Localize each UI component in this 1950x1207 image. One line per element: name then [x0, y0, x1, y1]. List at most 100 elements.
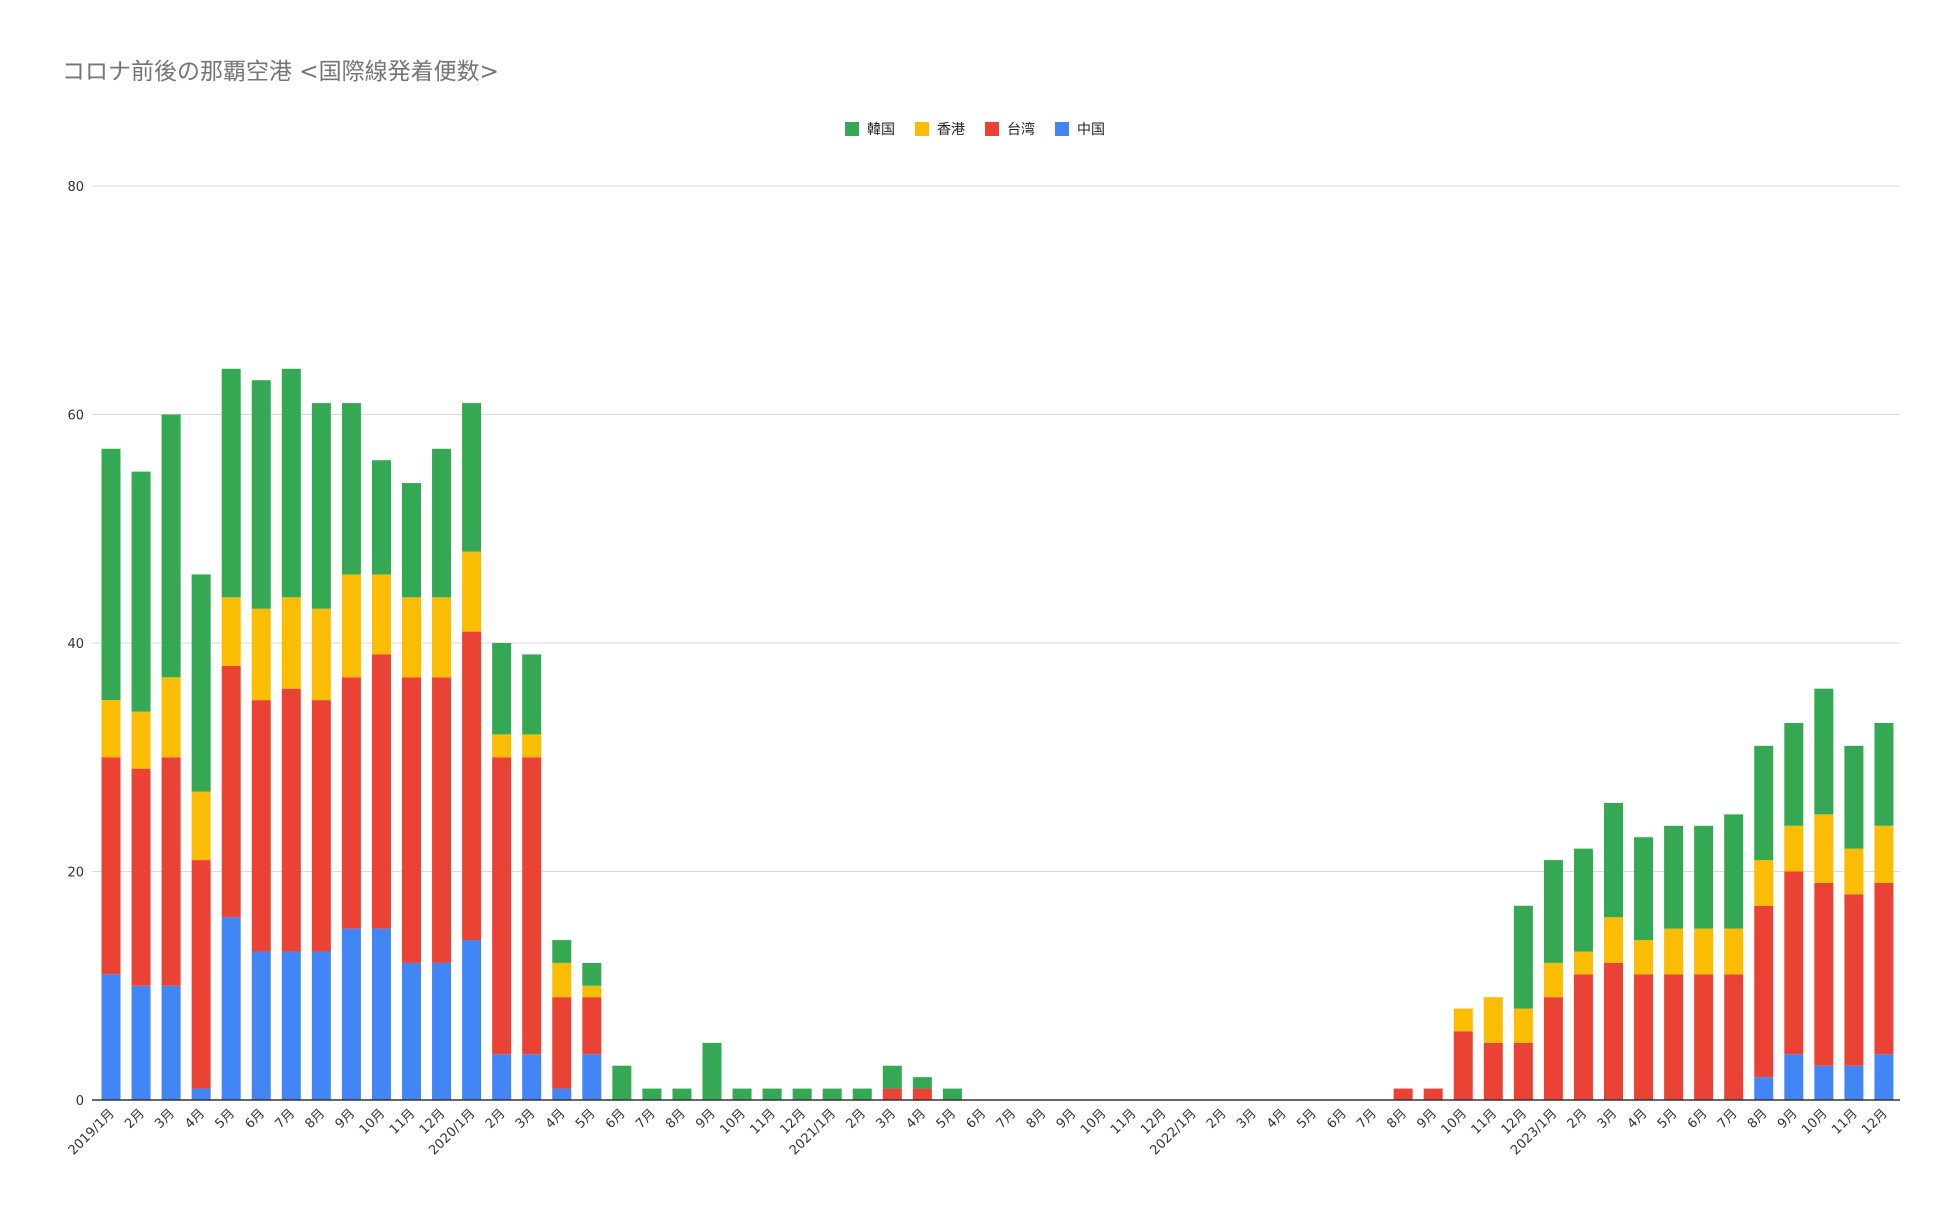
- bar-segment: [131, 985, 151, 1100]
- legend-swatch: [845, 122, 859, 136]
- x-tick-label: 2月: [1565, 1106, 1591, 1132]
- bar-segment: [251, 700, 271, 952]
- x-tick-label: 8月: [663, 1106, 689, 1132]
- bar-segment: [492, 734, 512, 758]
- bar-segment: [492, 643, 512, 735]
- bar-segment: [912, 1077, 932, 1089]
- bar-segment: [281, 951, 301, 1100]
- x-tick-label: 5月: [934, 1106, 960, 1132]
- y-tick-label: 20: [67, 866, 84, 881]
- legend-swatch: [1055, 122, 1069, 136]
- bar-segment: [432, 962, 452, 1100]
- x-tick-label: 4月: [1264, 1106, 1290, 1132]
- bar-segment: [882, 1088, 902, 1100]
- legend-label: 中国: [1077, 122, 1105, 138]
- bar-segment: [612, 1065, 632, 1100]
- legend-label: 台湾: [1007, 122, 1035, 138]
- x-tick-label: 9月: [1775, 1106, 1801, 1132]
- chart-title: コロナ前後の那覇空港 <国際線発着便数>: [62, 59, 499, 85]
- bar-segment: [1664, 928, 1684, 975]
- bar-segment: [1874, 722, 1894, 826]
- bar-segment: [1513, 1042, 1533, 1101]
- legend-swatch: [915, 122, 929, 136]
- bar-segment: [522, 1054, 542, 1100]
- bar-segment: [1814, 1065, 1834, 1100]
- legend-label: 香港: [937, 122, 965, 138]
- bar-segment: [522, 757, 542, 1055]
- bar-segment: [402, 483, 421, 598]
- x-tick-label: 10月: [1078, 1106, 1109, 1137]
- x-tick-label: 6月: [242, 1106, 268, 1132]
- bar-segment: [732, 1088, 752, 1100]
- bar-segment: [251, 608, 271, 701]
- bar-segment: [1694, 974, 1714, 1100]
- bar-segment: [1754, 860, 1774, 906]
- bar-segment: [792, 1088, 812, 1100]
- bar-segment: [311, 951, 331, 1100]
- bar-segment: [131, 711, 151, 769]
- bar-segment: [191, 574, 211, 792]
- bar-segment: [191, 791, 211, 861]
- x-tick-label: 3月: [152, 1106, 178, 1132]
- bar-segment: [1874, 882, 1894, 1055]
- x-tick-label: 6月: [964, 1106, 990, 1132]
- x-tick-label: 5月: [573, 1106, 599, 1132]
- x-tick-label: 11月: [1829, 1106, 1860, 1137]
- bar-segment: [371, 460, 391, 575]
- x-tick-label: 6月: [1324, 1106, 1350, 1132]
- bar-segment: [1604, 802, 1623, 918]
- bar-segment: [101, 700, 121, 758]
- x-tick-label: 4月: [904, 1106, 930, 1132]
- x-tick-label: 7月: [633, 1106, 659, 1132]
- bar-segment: [371, 654, 391, 929]
- bar-segment: [1604, 962, 1623, 1100]
- bar-segment: [462, 551, 482, 632]
- bar-segment: [552, 962, 572, 998]
- x-tick-label: 4月: [1625, 1106, 1651, 1132]
- bar-segment: [402, 677, 421, 963]
- bar-segment: [1814, 882, 1834, 1066]
- y-tick-label: 80: [67, 180, 84, 195]
- bar-segment: [582, 1054, 602, 1100]
- bar-segment: [191, 1088, 211, 1100]
- x-tick-label: 6月: [603, 1106, 629, 1132]
- x-tick-label: 8月: [303, 1106, 329, 1132]
- bar-segment: [161, 677, 181, 758]
- bar-segment: [191, 860, 211, 1089]
- bar-segment: [161, 414, 181, 678]
- bar-segment: [1814, 688, 1834, 815]
- bar-segment: [1393, 1088, 1413, 1100]
- y-tick-label: 40: [67, 637, 84, 652]
- bar-segment: [1784, 722, 1804, 826]
- bar-segment: [221, 917, 241, 1100]
- bar-segment: [221, 665, 241, 918]
- bar-segment: [1573, 974, 1593, 1100]
- bar-segment: [1483, 997, 1503, 1043]
- bar-segment: [912, 1088, 932, 1100]
- x-tick-label: 7月: [1354, 1106, 1380, 1132]
- x-tick-label: 5月: [212, 1106, 238, 1132]
- bar-segment: [1513, 905, 1533, 1009]
- x-tick-label: 3月: [513, 1106, 539, 1132]
- bar-segment: [1814, 814, 1834, 883]
- bar-segment: [101, 448, 121, 701]
- x-tick-label: 10月: [717, 1106, 748, 1137]
- bar-segment: [221, 597, 241, 666]
- bar-segment: [221, 368, 241, 598]
- x-tick-label: 2月: [1204, 1106, 1230, 1132]
- x-tick-label: 9月: [1054, 1106, 1080, 1132]
- bar-segment: [341, 574, 361, 678]
- chart-legend: 韓国 香港 台湾 中国: [0, 119, 1950, 139]
- x-tick-label: 2月: [483, 1106, 509, 1132]
- bar-segment: [1754, 905, 1774, 1078]
- bar-segment: [552, 940, 572, 963]
- bar-segment: [341, 928, 361, 1101]
- bar-segment: [642, 1088, 662, 1100]
- bar-segment: [852, 1088, 872, 1100]
- x-tick-label: 4月: [182, 1106, 208, 1132]
- bar-segment: [281, 597, 301, 689]
- bar-segment: [311, 403, 331, 609]
- x-tick-label: 9月: [693, 1106, 719, 1132]
- bar-segment: [281, 368, 301, 598]
- bar-segment: [1513, 1008, 1533, 1043]
